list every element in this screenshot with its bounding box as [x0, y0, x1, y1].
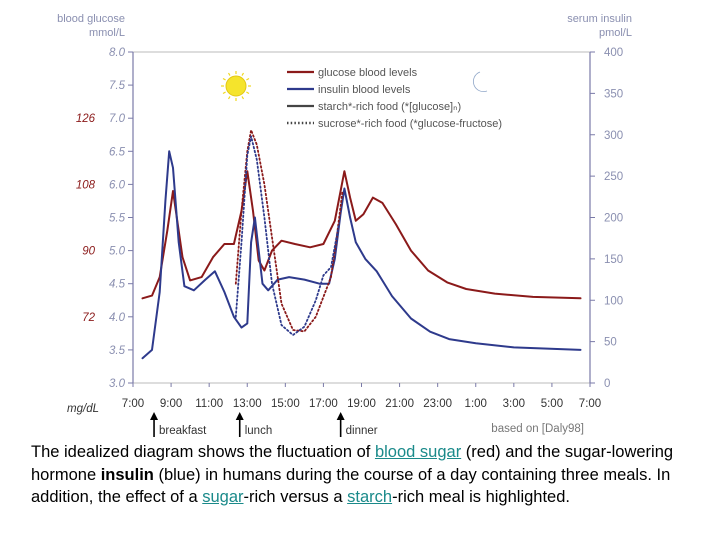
- meal-arrow-head: [150, 412, 159, 420]
- meal-arrow-head: [235, 412, 244, 420]
- right-tick-label: 100: [604, 295, 623, 307]
- meal-arrow-head: [336, 412, 345, 420]
- x-tick-label: 7:00: [122, 398, 144, 410]
- series-insulin-sucrose: [234, 135, 340, 336]
- x-tick-label: 15:00: [271, 398, 300, 410]
- x-tick-label: 9:00: [160, 398, 182, 410]
- series-glucose-sucrose: [234, 129, 344, 333]
- left-tick-label: 4.5: [109, 279, 126, 291]
- left-tick-label: 7.0: [109, 113, 126, 125]
- right-tick-label: 150: [604, 254, 623, 266]
- legend-label: starch*-rich food (*[glucose]ₙ): [318, 101, 461, 113]
- right-axis-title: pmol/L: [599, 27, 632, 39]
- left-tick-label: 5.0: [109, 246, 126, 258]
- right-tick-label: 200: [604, 213, 623, 225]
- right-tick-label: 50: [604, 337, 617, 349]
- left-axis-title: mmol/L: [89, 27, 125, 39]
- right-tick-label: 0: [604, 378, 610, 390]
- series-glucose-starch: [141, 170, 582, 300]
- meal-label-lunch: lunch: [245, 425, 273, 437]
- figure-caption: The idealized diagram shows the fluctuat…: [31, 441, 691, 509]
- x-tick-label: 13:00: [233, 398, 262, 410]
- x-tick-label: 23:00: [423, 398, 452, 410]
- right-tick-label: 350: [604, 88, 623, 100]
- left-tick-label: 6.5: [109, 146, 126, 158]
- left-tick-label: 7.5: [109, 80, 126, 92]
- legend-label: glucose blood levels: [318, 67, 418, 79]
- blood-sugar-link[interactable]: blood sugar: [374, 443, 462, 461]
- left-axis-title: blood glucose: [57, 13, 125, 25]
- left-tick-label: 3.5: [109, 345, 126, 357]
- series-insulin-starch: [141, 150, 582, 360]
- right-tick-label: 250: [604, 171, 623, 183]
- mgdl-tick-label: 126: [76, 113, 96, 125]
- sun-ray: [227, 96, 231, 100]
- left-tick-label: 5.5: [109, 213, 126, 225]
- sun-ray: [222, 77, 226, 81]
- caption-text-3: (blue) in humans during the course of a …: [31, 465, 671, 507]
- sun-ray: [227, 72, 231, 76]
- right-tick-label: 400: [604, 47, 623, 59]
- left-tick-label: 4.0: [109, 312, 126, 324]
- mgdl-unit-label: mg/dL: [67, 403, 99, 415]
- sun-ray: [222, 91, 226, 95]
- x-tick-label: 1:00: [465, 398, 487, 410]
- left-tick-label: 6.0: [109, 179, 126, 191]
- right-axis-title: serum insulin: [567, 13, 632, 25]
- x-tick-label: 17:00: [309, 398, 338, 410]
- caption-text-4: -rich versus a: [243, 488, 348, 507]
- mgdl-tick-label: 72: [82, 312, 95, 324]
- left-tick-label: 8.0: [109, 47, 126, 59]
- starch-link[interactable]: starch: [347, 488, 393, 507]
- legend-label: sucrose*-rich food (*glucose-fructose): [318, 118, 502, 130]
- caption-text-2: (red) and the sugar-lowering hormone: [31, 443, 674, 484]
- mgdl-tick-label: 108: [76, 179, 96, 191]
- sun-ray: [241, 96, 245, 100]
- moon-icon: [473, 71, 488, 92]
- meal-label-dinner: dinner: [346, 425, 378, 437]
- x-tick-label: 21:00: [385, 398, 414, 410]
- caption-text-1: The idealized diagram shows the fluctuat…: [31, 443, 375, 461]
- x-tick-label: 11:00: [195, 398, 223, 410]
- meal-label-breakfast: breakfast: [159, 425, 207, 437]
- legend-label: insulin blood levels: [318, 84, 411, 96]
- glucose-insulin-chart: blood glucose mmol/L serum insulin pmol/L 3…: [57, 13, 632, 437]
- sun-icon: [221, 71, 251, 101]
- source-note: based on [Daly98]: [491, 423, 584, 435]
- insulin-term: insulin: [100, 465, 154, 484]
- sun-disc: [225, 75, 247, 97]
- sun-ray: [246, 91, 250, 95]
- mgdl-tick-label: 90: [82, 246, 95, 258]
- right-tick-label: 300: [604, 130, 623, 142]
- x-tick-label: 5:00: [541, 398, 563, 410]
- sun-ray: [246, 77, 250, 81]
- x-tick-label: 7:00: [579, 398, 601, 410]
- x-tick-label: 3:00: [503, 398, 525, 410]
- left-tick-label: 3.0: [109, 378, 126, 390]
- sun-ray: [241, 72, 245, 76]
- x-tick-label: 19:00: [347, 398, 376, 410]
- caption-text-5: -rich meal is highlighted.: [392, 488, 570, 507]
- sugar-link[interactable]: sugar: [202, 488, 244, 507]
